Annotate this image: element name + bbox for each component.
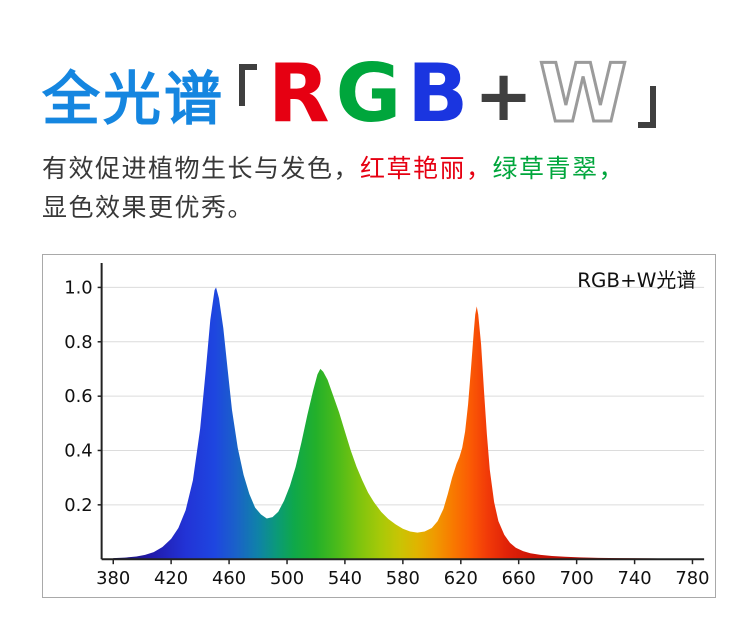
svg-text:0.8: 0.8	[64, 331, 92, 352]
svg-text:740: 740	[618, 568, 652, 589]
title-full-spectrum: 全光谱	[42, 67, 226, 132]
svg-text:780: 780	[675, 568, 709, 589]
corner-bracket-close-icon	[638, 86, 657, 128]
description-segment: 有效促进植物生长与发色，	[42, 155, 361, 183]
tick-labels: 380 420 460 500 540 580 620 660 700 740 780 0.2 0.4 0…	[64, 277, 709, 589]
description: 有效促进植物生长与发色，红草艳丽，绿草青翠， 显色效果更优秀。	[42, 150, 714, 228]
gridlines	[101, 286, 705, 505]
spectrum-chart-svg: RGB+W光谱 380 420 460 500 540 580 620 660 700 740 780…	[64, 262, 710, 589]
headline: 全光谱 R G B + W	[42, 47, 714, 140]
letter-plus: +	[474, 54, 533, 137]
svg-text:700: 700	[560, 568, 594, 589]
description-segment: 显色效果更优秀。	[42, 193, 255, 222]
axis-ticks	[97, 286, 694, 564]
svg-text:540: 540	[328, 568, 362, 589]
letter-g: G	[335, 47, 402, 140]
svg-text:420: 420	[154, 568, 188, 589]
svg-text:0.6: 0.6	[64, 386, 92, 407]
description-line: 有效促进植物生长与发色，红草艳丽，绿草青翠，	[42, 150, 714, 189]
svg-text:460: 460	[212, 568, 246, 589]
letter-b: B	[407, 47, 469, 140]
svg-text:380: 380	[96, 568, 130, 589]
svg-text:1.0: 1.0	[64, 277, 92, 298]
letter-r: R	[268, 47, 330, 140]
spectrum-area	[113, 286, 705, 559]
svg-text:580: 580	[386, 568, 420, 589]
svg-text:0.2: 0.2	[64, 494, 92, 515]
letter-w: W	[537, 47, 628, 140]
svg-text:500: 500	[270, 568, 304, 589]
chart-title: RGB+W光谱	[577, 268, 696, 291]
svg-text:660: 660	[502, 568, 536, 589]
description-segment: 红草艳丽，	[360, 155, 493, 183]
svg-text:0.4: 0.4	[64, 440, 92, 461]
rgbw-letters: R G B + W	[265, 47, 630, 140]
description-segment: 绿草青翠，	[492, 155, 626, 183]
spectrum-chart: RGB+W光谱 380 420 460 500 540 580 620 660 700 740 780…	[42, 253, 716, 598]
description-line: 显色效果更优秀。	[42, 189, 714, 228]
corner-bracket-open-icon	[239, 64, 258, 106]
svg-text:620: 620	[444, 568, 478, 589]
